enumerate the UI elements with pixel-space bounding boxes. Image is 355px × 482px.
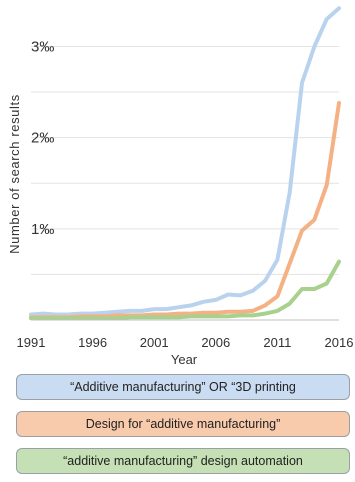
series-line-0 [29,6,341,317]
y-tick-label: 3‰ [31,38,54,55]
y-tick-labels: 1‰ 2‰ 3‰ [31,38,54,237]
series-lines [29,6,341,321]
x-tick-label: 2011 [263,335,291,350]
x-tick-label: 1996 [78,335,107,350]
y-tick-label: 2‰ [31,130,54,147]
x-tick-labels: 1991 1996 2001 2006 2011 2016 [17,335,354,350]
y-tick-label: 1‰ [31,221,54,238]
series-line-2 [29,259,341,321]
legend-item-design-for-am: Design for “additive manufacturing” [16,411,350,437]
y-axis-title: Number of search results [7,94,22,254]
x-axis-title: Year [171,352,198,367]
legend-item-am-design-automation: “additive manufacturing” design automati… [16,448,350,474]
series-line-1 [29,101,341,320]
line-chart: 1991 1996 2001 2006 2011 2016 1‰ 2‰ 3‰ Year Num… [7,6,354,367]
x-tick-label: 1991 [17,335,46,350]
legend-item-3d-printing: “Additive manufacturing” OR “3D printing [16,374,350,400]
x-tick-label: 2016 [325,335,354,350]
x-tick-label: 2006 [201,335,230,350]
x-tick-label: 2001 [140,335,169,350]
